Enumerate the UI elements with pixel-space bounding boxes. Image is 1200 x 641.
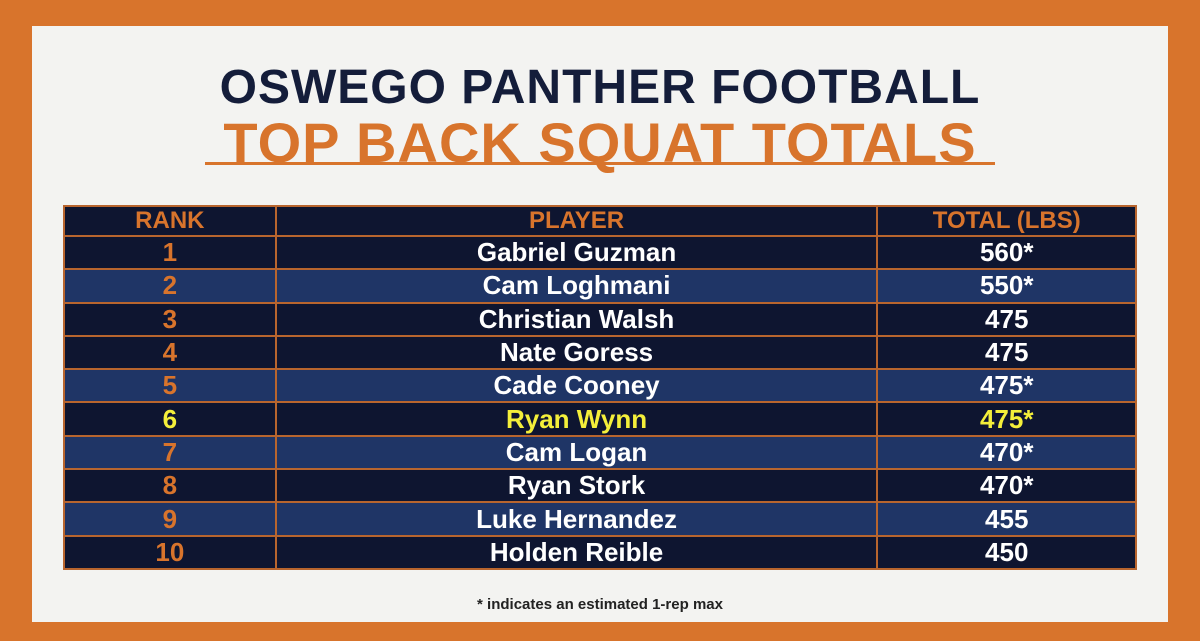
total-cell: 560* — [876, 234, 1137, 271]
player-cell: Cade Cooney — [274, 368, 879, 404]
rank-cell: 1 — [63, 234, 277, 271]
total-cell: 450 — [876, 534, 1137, 570]
rank-cell: 2 — [63, 268, 277, 304]
player-cell: Cam Logan — [274, 434, 879, 471]
table-row: 6 Ryan Wynn 475* — [63, 401, 1137, 437]
table-row: 7 Cam Logan 470* — [63, 434, 1137, 471]
rank-cell: 3 — [63, 301, 277, 337]
subtitle: TOP BACK SQUAT TOTALS — [223, 111, 977, 174]
header-row: RANK PLAYER TOTAL (LBS) — [63, 205, 1137, 237]
table-row: 8 Ryan Stork 470* — [63, 468, 1137, 504]
player-cell: Christian Walsh — [274, 301, 879, 337]
player-cell: Nate Goress — [274, 334, 879, 371]
player-cell: Gabriel Guzman — [274, 234, 879, 271]
table-row: 5 Cade Cooney 475* — [63, 368, 1137, 404]
divider — [205, 162, 995, 165]
table-row: 1 Gabriel Guzman 560* — [63, 234, 1137, 271]
player-cell: Luke Hernandez — [274, 501, 879, 537]
title: OSWEGO PANTHER FOOTBALL — [219, 61, 981, 114]
table: RANK PLAYER TOTAL (LBS) 1 Gabriel Guzman 560… — [63, 205, 1137, 570]
total-cell: 470* — [876, 468, 1137, 504]
rank-cell: 9 — [63, 501, 277, 537]
rank-cell: 4 — [63, 334, 277, 371]
player-cell: Ryan Wynn — [274, 401, 879, 437]
table-row: 2 Cam Loghmani 550* — [63, 268, 1137, 304]
table-row: 9 Luke Hernandez 455 — [63, 501, 1137, 537]
rank-cell: 8 — [63, 468, 277, 504]
column-header: PLAYER — [274, 205, 879, 237]
footnote: * indicates an estimated 1-rep max — [477, 596, 723, 613]
total-cell: 475* — [876, 401, 1137, 437]
rank-cell: 7 — [63, 434, 277, 471]
total-cell: 470* — [876, 434, 1137, 471]
table-row: 4 Nate Goress 475 — [63, 334, 1137, 371]
rank-cell: 5 — [63, 368, 277, 404]
column-header: TOTAL (LBS) — [876, 205, 1137, 237]
rank-cell: 10 — [63, 534, 277, 570]
panel: OSWEGO PANTHER FOOTBALL TOP BACK SQUAT T… — [32, 26, 1168, 622]
total-cell: 475 — [876, 334, 1137, 371]
total-cell: 455 — [876, 501, 1137, 537]
rank-cell: 6 — [63, 401, 277, 437]
column-header: RANK — [63, 205, 277, 237]
player-cell: Ryan Stork — [274, 468, 879, 504]
total-cell: 475* — [876, 368, 1137, 404]
player-cell: Holden Reible — [274, 534, 879, 570]
total-cell: 475 — [876, 301, 1137, 337]
total-cell: 550* — [876, 268, 1137, 304]
player-cell: Cam Loghmani — [274, 268, 879, 304]
table-body: 1 Gabriel Guzman 560* 2 Cam Loghmani 550* 3 Chr… — [63, 234, 1137, 570]
table-row: 3 Christian Walsh 475 — [63, 301, 1137, 337]
table-row: 10 Holden Reible 450 — [63, 534, 1137, 570]
